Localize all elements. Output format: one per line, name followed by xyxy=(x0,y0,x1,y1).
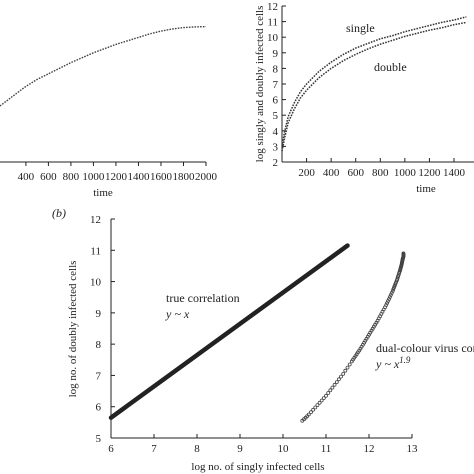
panel-a-left-series-line xyxy=(0,25,207,107)
x-tick-label: 800 xyxy=(63,171,80,183)
dual-colour-point xyxy=(339,374,343,379)
dual-colour-point xyxy=(330,385,335,390)
y-tick-label: 9 xyxy=(96,308,102,320)
dual-colour-point xyxy=(387,295,392,299)
panel-a-left-x-label: time xyxy=(93,187,113,199)
y-tick-label: 12 xyxy=(90,214,101,226)
panel-a-right-y-label: log singly and doubly infected cells xyxy=(254,6,266,163)
dual-colour-point xyxy=(306,412,311,417)
dual-colour-point xyxy=(386,299,390,303)
annotation-double: double xyxy=(374,60,407,74)
annotation-single: single xyxy=(346,21,375,35)
y-tick-label: 6 xyxy=(273,95,279,107)
dual-colour-point xyxy=(328,388,333,393)
panel-b-y-label: log no. of doubly infected cells xyxy=(67,261,79,398)
x-tick-label: 1200 xyxy=(105,171,128,183)
y-tick-label: 12 xyxy=(267,1,278,13)
y-tick-label: 11 xyxy=(267,17,278,29)
panel-a-right-chart: 200 400 600 800 1000 1200 1400 23456789101112 … xyxy=(254,1,474,195)
annotation-dual-formula: y ~ x1.9 xyxy=(375,355,411,371)
y-tick-label: 5 xyxy=(96,433,102,445)
dual-colour-point xyxy=(319,398,324,403)
dual-colour-point xyxy=(388,293,393,297)
dual-colour-point xyxy=(345,365,350,370)
y-tick-label: 8 xyxy=(273,63,279,75)
dual-colour-point xyxy=(341,371,346,376)
dual-colour-point xyxy=(336,377,341,382)
x-tick-label: 7 xyxy=(151,443,157,455)
panel-b-x-label: log no. of singly infected cells xyxy=(191,461,324,473)
series-dual-colour-markers xyxy=(300,251,406,423)
y-tick-label: 7 xyxy=(96,370,102,382)
dual-colour-point xyxy=(326,391,331,395)
x-tick-label: 200 xyxy=(298,167,315,179)
dual-colour-point xyxy=(309,410,313,415)
panel-b-y-ticks: 5 6 7 8 9 10 11 12 xyxy=(90,214,115,445)
y-tick-label: 4 xyxy=(273,126,279,138)
x-tick-label: 9 xyxy=(237,443,243,455)
x-tick-label: 1000 xyxy=(394,167,417,179)
x-tick-label: 11 xyxy=(321,443,332,455)
panel-a-right-x-label: time xyxy=(416,183,436,195)
dual-colour-point xyxy=(347,362,352,367)
dual-colour-point xyxy=(384,303,389,307)
y-tick-label: 9 xyxy=(273,48,279,60)
y-tick-label: 10 xyxy=(90,277,102,289)
panel-a-right-y-ticks: 2 3 4 5 6 7 8 9 10 11 12 xyxy=(267,1,286,169)
annotation-true-formula: y ~ x xyxy=(165,307,190,321)
x-tick-label: 8 xyxy=(194,443,200,455)
y-tick-label: 2 xyxy=(273,157,279,169)
y-tick-label: 3 xyxy=(273,141,279,153)
dual-colour-point xyxy=(389,291,394,295)
x-tick-label: 600 xyxy=(347,167,364,179)
dual-colour-point xyxy=(401,251,406,256)
dual-colour-point xyxy=(332,382,337,387)
dual-colour-point xyxy=(385,301,390,305)
dual-colour-point xyxy=(315,403,320,408)
y-tick-label: 5 xyxy=(273,110,279,122)
y-tick-label: 10 xyxy=(267,32,279,44)
panel-a-left-x-ticks: 400 600 800 1000 1200 1400 1600 1800 2000 xyxy=(18,162,218,183)
x-tick-label: 1000 xyxy=(82,171,105,183)
dual-colour-point xyxy=(313,405,318,410)
x-tick-label: 400 xyxy=(323,167,340,179)
x-tick-label: 6 xyxy=(108,443,114,455)
x-tick-label: 400 xyxy=(18,171,35,183)
dual-colour-point xyxy=(321,396,326,401)
panel-a-left-chart: 400 600 800 1000 1200 1400 1600 1800 2000 time xyxy=(0,25,218,199)
x-tick-label: 2000 xyxy=(195,171,218,183)
x-tick-label: 13 xyxy=(407,443,419,455)
series-single-line xyxy=(281,16,467,147)
x-tick-label: 12 xyxy=(364,443,375,455)
dual-colour-point xyxy=(334,380,339,385)
series-double-line xyxy=(281,21,467,152)
x-tick-label: 1800 xyxy=(172,171,195,183)
panel-a-right-x-ticks: 200 400 600 800 1000 1200 1400 xyxy=(298,158,466,179)
panel-b-label: (b) xyxy=(52,206,66,220)
x-tick-label: 600 xyxy=(40,171,57,183)
series-true-correlation-line xyxy=(108,243,350,420)
dual-colour-point xyxy=(343,368,348,373)
dual-colour-point xyxy=(324,393,328,398)
y-tick-label: 6 xyxy=(96,402,102,414)
x-tick-label: 800 xyxy=(372,167,389,179)
annotation-dual-colour: dual-colour virus cor xyxy=(376,341,474,355)
y-tick-label: 8 xyxy=(96,339,102,351)
y-tick-label: 11 xyxy=(90,245,101,257)
x-tick-label: 10 xyxy=(278,443,290,455)
panel-b-x-ticks: 6 7 8 9 10 11 12 13 xyxy=(108,434,418,455)
dual-colour-point xyxy=(311,407,316,412)
annotation-true-correlation: true correlation xyxy=(166,291,240,305)
y-tick-label: 7 xyxy=(273,79,279,91)
x-tick-label: 1200 xyxy=(418,167,441,179)
x-tick-label: 1400 xyxy=(443,167,466,179)
dual-colour-point xyxy=(387,297,391,301)
x-tick-label: 1400 xyxy=(127,171,150,183)
x-tick-label: 1600 xyxy=(150,171,173,183)
dual-colour-point xyxy=(317,400,322,405)
